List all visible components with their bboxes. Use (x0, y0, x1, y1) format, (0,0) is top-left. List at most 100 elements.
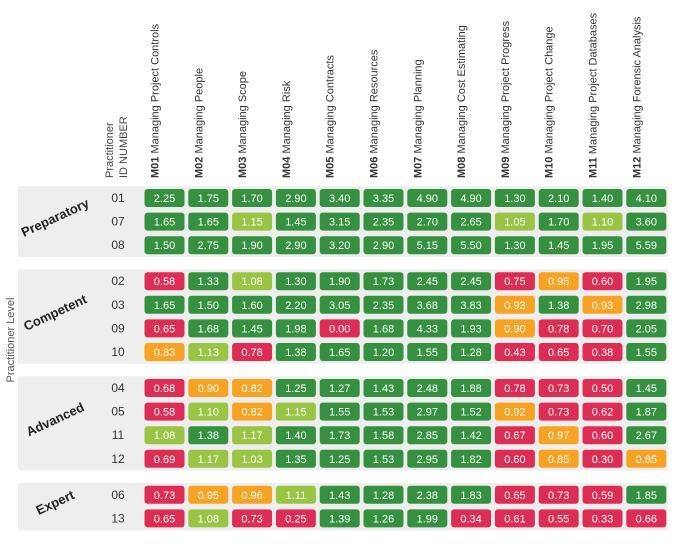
heatmap-cell (232, 319, 273, 338)
heatmap-cell (451, 402, 492, 421)
column-header: M02 Managing People (193, 68, 205, 178)
column-header: M08 Managing Cost Estimating (456, 25, 468, 178)
cell-value: 2.85 (417, 430, 438, 442)
row-header-line1: Practitioner (104, 122, 116, 178)
cell-value: 0.93 (592, 300, 613, 312)
cell-value: 1.55 (636, 347, 657, 359)
cell-value: 0.73 (241, 513, 262, 525)
heatmap-cell (232, 236, 273, 255)
cell-value: 0.70 (592, 323, 613, 335)
cell-value: 1.45 (285, 217, 306, 229)
heatmap-cell (144, 379, 185, 397)
heatmap-cell (275, 343, 316, 361)
column-header: M04 Managing Risk (281, 80, 293, 178)
heatmap-cell (275, 319, 316, 338)
cell-value: 0.92 (504, 407, 525, 419)
heatmap-cell (451, 189, 492, 207)
cell-value: 0.65 (154, 513, 175, 525)
cell-value: 1.58 (373, 430, 394, 442)
heatmap-cell (363, 449, 404, 468)
heatmap-cell (363, 485, 404, 504)
cell-value: 0.58 (154, 276, 175, 288)
cell-value: 1.45 (636, 383, 657, 395)
heatmap-cell (144, 189, 185, 207)
cell-value: 0.96 (241, 490, 262, 502)
cell-value: 2.05 (636, 323, 657, 335)
cell-value: 0.97 (548, 430, 569, 442)
heatmap-cell (407, 485, 448, 504)
heatmap-cell (363, 426, 404, 445)
heatmap-cell (188, 319, 229, 338)
cell-value: 1.95 (636, 276, 657, 288)
cell-value: 1.28 (460, 347, 481, 359)
cell-value: 2.98 (636, 300, 657, 312)
heatmap-cell (407, 236, 448, 255)
cell-value: 0.73 (548, 383, 569, 395)
heatmap-cell (144, 449, 185, 468)
heatmap-cell (232, 426, 273, 445)
column-header: M03 Managing Scope (237, 71, 249, 178)
cell-value: 0.59 (592, 490, 613, 502)
heatmap-cell (144, 402, 185, 421)
cell-value: 0.78 (548, 323, 569, 335)
heatmap-cell (494, 189, 535, 207)
heatmap-cell (451, 236, 492, 255)
cell-value: 0.34 (460, 513, 481, 525)
column-header: M01 Managing Project Controls (150, 23, 162, 178)
heatmap-cell (407, 426, 448, 445)
heatmap-cell (451, 449, 492, 468)
cell-value: 1.13 (198, 347, 219, 359)
heatmap-cell (275, 272, 316, 291)
heatmap-cell (582, 402, 623, 421)
heatmap-cell (275, 485, 316, 504)
cell-value: 0.82 (241, 407, 262, 419)
heatmap-cell (275, 426, 316, 445)
cell-value: 1.08 (241, 276, 262, 288)
cell-value: 0.58 (154, 407, 175, 419)
heatmap-cell (275, 509, 316, 528)
cell-value: 1.50 (198, 300, 219, 312)
heatmap-cell (451, 509, 492, 528)
cell-value: 1.17 (198, 454, 219, 466)
y-axis-label: Practitioner Level (5, 298, 17, 383)
row-id: 11 (112, 428, 125, 442)
heatmap-cell (407, 212, 448, 231)
cell-value: 1.08 (154, 430, 175, 442)
column-name: Managing Forensic Analysis (631, 16, 643, 157)
heatmap-cell (363, 189, 404, 207)
cell-value: 0.60 (592, 276, 613, 288)
cell-value: 1.98 (285, 323, 306, 335)
cell-value: 0.83 (154, 347, 175, 359)
cell-value: 1.10 (592, 217, 613, 229)
heatmap-cell (626, 485, 667, 504)
cell-value: 1.87 (636, 407, 657, 419)
heatmap-cell (626, 426, 667, 445)
cell-value: 2.35 (373, 217, 394, 229)
heatmap-cell (626, 236, 667, 255)
heatmap-cell (582, 426, 623, 445)
column-header: M06 Managing Resources (369, 49, 381, 178)
heatmap-cell (626, 402, 667, 421)
heatmap-cell (494, 402, 535, 421)
cell-value: 2.95 (417, 454, 438, 466)
cell-value: 3.05 (329, 300, 350, 312)
heatmap-cell (451, 295, 492, 314)
heatmap-cell (582, 295, 623, 314)
cell-value: 1.08 (198, 513, 219, 525)
column-name: Managing Project Progress (500, 20, 512, 156)
heatmap-cell (407, 402, 448, 421)
heatmap-cell (538, 449, 579, 468)
heatmap-cell (319, 189, 360, 207)
heatmap-cell (494, 295, 535, 314)
cell-value: 0.25 (285, 513, 306, 525)
column-header: M12 Managing Forensic Analysis (631, 16, 643, 178)
heatmap-cell (144, 426, 185, 445)
cell-value: 1.65 (154, 300, 175, 312)
column-name: Managing Resources (369, 49, 381, 157)
cell-value: 0.78 (241, 347, 262, 359)
row-id: 13 (111, 511, 125, 525)
cell-value: 1.73 (373, 276, 394, 288)
cell-value: 1.43 (373, 383, 394, 395)
heatmap-cell (626, 295, 667, 314)
